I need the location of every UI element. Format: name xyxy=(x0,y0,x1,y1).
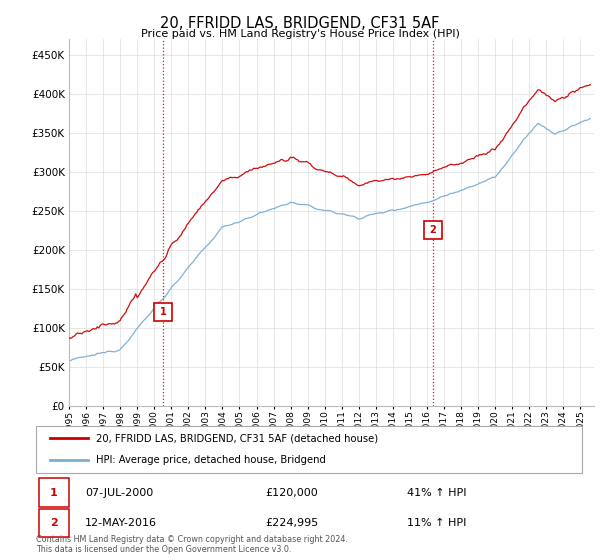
FancyBboxPatch shape xyxy=(39,478,69,507)
Text: 20, FFRIDD LAS, BRIDGEND, CF31 5AF: 20, FFRIDD LAS, BRIDGEND, CF31 5AF xyxy=(160,16,440,31)
Text: HPI: Average price, detached house, Bridgend: HPI: Average price, detached house, Brid… xyxy=(96,455,326,465)
Text: 2: 2 xyxy=(50,518,58,528)
Text: 07-JUL-2000: 07-JUL-2000 xyxy=(85,488,154,498)
Text: 1: 1 xyxy=(160,307,166,318)
Text: Price paid vs. HM Land Registry's House Price Index (HPI): Price paid vs. HM Land Registry's House … xyxy=(140,29,460,39)
Text: 2: 2 xyxy=(430,226,436,235)
Text: 41% ↑ HPI: 41% ↑ HPI xyxy=(407,488,467,498)
FancyBboxPatch shape xyxy=(36,426,582,473)
Text: £120,000: £120,000 xyxy=(265,488,318,498)
Text: 20, FFRIDD LAS, BRIDGEND, CF31 5AF (detached house): 20, FFRIDD LAS, BRIDGEND, CF31 5AF (deta… xyxy=(96,433,378,444)
Text: Contains HM Land Registry data © Crown copyright and database right 2024.
This d: Contains HM Land Registry data © Crown c… xyxy=(36,535,348,554)
Text: 11% ↑ HPI: 11% ↑ HPI xyxy=(407,518,467,528)
Text: £224,995: £224,995 xyxy=(265,518,319,528)
FancyBboxPatch shape xyxy=(39,508,69,537)
Text: 1: 1 xyxy=(50,488,58,498)
Text: 12-MAY-2016: 12-MAY-2016 xyxy=(85,518,157,528)
